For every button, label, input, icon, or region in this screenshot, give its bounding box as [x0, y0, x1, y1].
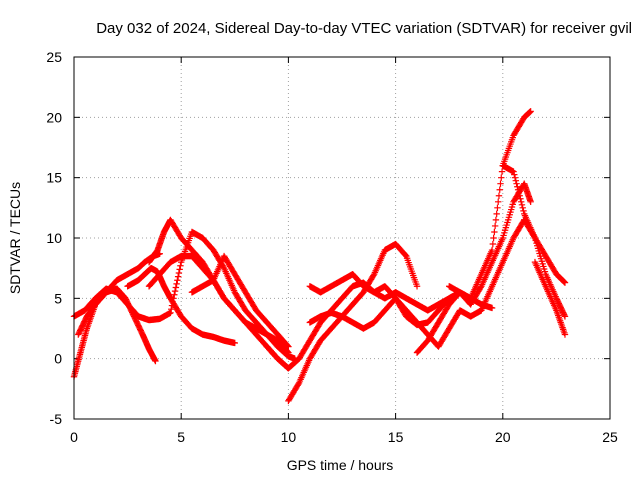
data-point-interp	[511, 174, 519, 181]
data-point-interp	[489, 240, 497, 248]
data-point	[527, 108, 534, 115]
data-point-interp	[173, 280, 180, 288]
data-point-interp	[495, 192, 503, 199]
data-point-interp	[174, 277, 181, 284]
data-point-interp	[177, 262, 184, 269]
plot-frame	[73, 56, 611, 420]
data-point	[561, 331, 569, 338]
data-point-interp	[490, 234, 497, 242]
y-tick-label: 10	[46, 230, 62, 246]
chart-title: Day 032 of 2024, Sidereal Day-to-day VTE…	[96, 20, 632, 37]
data-point-interp	[284, 342, 291, 349]
data-point	[561, 279, 569, 286]
y-axis-label: SDTVAR / TECUs	[7, 182, 23, 294]
series-track-16	[531, 258, 569, 338]
data-point-interp	[402, 252, 409, 259]
data-point-interp	[172, 284, 180, 291]
data-point-interp	[498, 168, 506, 175]
data-point-interp	[561, 311, 568, 319]
data-point-interp	[493, 210, 500, 218]
data-point-interp	[370, 272, 377, 279]
data-point-interp	[171, 287, 179, 295]
data-point	[510, 168, 517, 175]
y-tick-label: 0	[54, 351, 62, 367]
data-point-interp	[175, 269, 183, 277]
x-tick-label: 5	[177, 429, 185, 445]
y-tick-label: 15	[46, 170, 62, 186]
data-point	[285, 343, 292, 350]
data-point-interp	[514, 183, 521, 190]
x-tick-labels: 0 5 10 15 20 25	[70, 429, 618, 445]
data-point	[231, 339, 238, 347]
data-point-interp	[168, 305, 175, 313]
data-point-interp	[517, 198, 525, 205]
series-track-14	[499, 162, 569, 286]
y-tick-label: 20	[46, 109, 62, 125]
y-tick-label: -5	[50, 411, 63, 427]
data-point-interp	[511, 171, 518, 178]
x-tick-label: 20	[495, 429, 511, 445]
data-point	[152, 357, 159, 365]
data-point-interp	[512, 177, 520, 184]
data-point-interp	[494, 204, 501, 212]
data-point-interp	[491, 222, 499, 230]
data-point-interp	[174, 273, 182, 280]
data-point-interp	[492, 216, 500, 224]
data-point-interp	[495, 198, 502, 205]
series-track-1	[70, 285, 159, 380]
data-point	[413, 283, 421, 290]
data-point	[488, 246, 496, 254]
data-points	[70, 108, 569, 405]
series-track-7	[188, 252, 292, 350]
series-track-12	[413, 108, 534, 356]
data-point-interp	[514, 186, 522, 193]
data-point	[488, 304, 496, 312]
series-track-15	[521, 216, 569, 320]
data-point-interp	[520, 207, 527, 215]
data-point-interp	[498, 174, 505, 181]
data-point-interp	[284, 348, 291, 355]
y-tick-label: 25	[46, 49, 62, 65]
x-axis-label: GPS time / hours	[287, 457, 394, 473]
series-track-6	[124, 264, 238, 347]
data-point-interp	[497, 180, 504, 187]
data-point-interp	[295, 380, 302, 388]
x-tick-label: 0	[70, 429, 78, 445]
data-point	[285, 349, 292, 356]
data-point-interp	[519, 204, 526, 212]
data-point-interp	[561, 278, 568, 286]
data-point-interp	[176, 266, 183, 273]
data-point	[167, 309, 174, 317]
data-point-interp	[515, 189, 523, 196]
data-point-interp	[491, 228, 498, 236]
data-point-interp	[518, 201, 526, 209]
data-point-interp	[513, 180, 520, 187]
y-tick-label: 5	[54, 290, 62, 306]
data-point-interp	[516, 192, 523, 199]
x-tick-label: 25	[602, 429, 618, 445]
data-point-interp	[517, 195, 524, 202]
data-point	[561, 313, 569, 320]
series-track-13	[446, 180, 534, 308]
y-tick-labels: -5 0 5 10 15 20 25	[46, 49, 62, 427]
data-point-interp	[560, 278, 567, 285]
data-point-interp	[171, 291, 178, 298]
x-tick-label: 10	[281, 429, 297, 445]
data-point-interp	[496, 186, 503, 193]
data-point-interp	[477, 284, 484, 291]
data-point-interp	[530, 233, 538, 240]
series-track-9	[285, 240, 421, 405]
data-point	[527, 198, 534, 205]
x-tick-label: 15	[388, 429, 404, 445]
